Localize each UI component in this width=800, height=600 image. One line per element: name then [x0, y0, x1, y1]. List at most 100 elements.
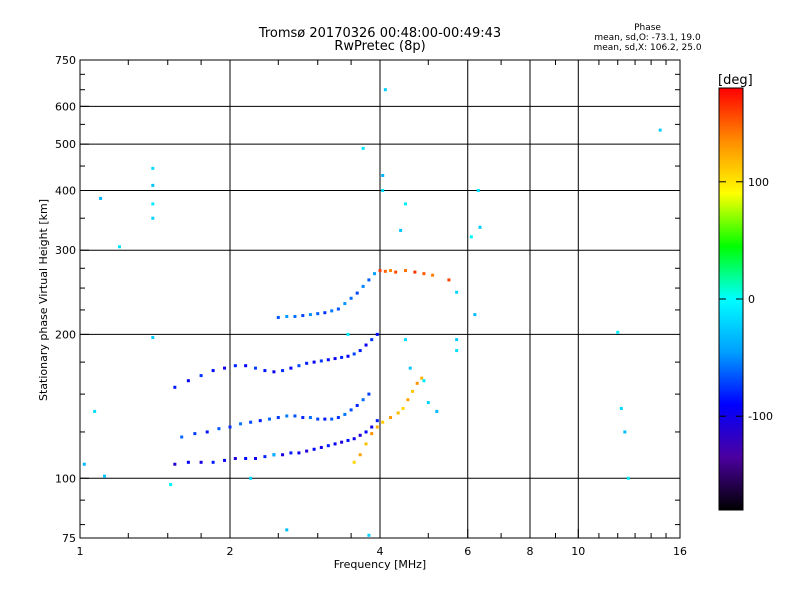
echo-point: [411, 389, 415, 393]
echo-point: [364, 442, 368, 446]
echo-point: [478, 225, 482, 229]
echo-point: [406, 398, 410, 402]
echo-point: [349, 408, 353, 412]
echo-point: [93, 409, 97, 413]
echo-point: [199, 374, 203, 378]
echo-point: [267, 417, 271, 421]
echo-point: [364, 430, 368, 434]
echo-point: [173, 385, 177, 389]
echo-point: [253, 456, 257, 460]
echo-point: [244, 364, 248, 368]
echo-point: [263, 369, 267, 373]
echo-point: [422, 272, 426, 276]
echo-point: [361, 284, 365, 288]
phase-note-o-mode: mean, sd,O: -73.1, 19.0: [594, 33, 701, 43]
echo-point: [323, 311, 327, 315]
echo-point: [340, 355, 344, 359]
echo-point: [367, 533, 371, 537]
echo-point: [305, 361, 309, 365]
echo-point: [312, 360, 316, 364]
echo-point: [312, 447, 316, 451]
x-tick-label: 1: [77, 545, 84, 558]
echo-point: [297, 451, 301, 455]
x-tick-label: 2: [227, 545, 234, 558]
colorbar-tick-label: 0: [748, 293, 755, 306]
echo-point: [352, 437, 356, 441]
echo-point: [336, 416, 340, 420]
echo-point: [319, 359, 323, 363]
echo-point: [199, 460, 203, 464]
echo-point: [378, 269, 382, 273]
echo-points: [82, 88, 662, 537]
y-tick-label: 400: [55, 184, 76, 197]
y-axis-label: Stationary phase Virtual Height [km]: [37, 199, 50, 401]
echo-point: [151, 166, 155, 170]
x-tick-label: 4: [377, 545, 384, 558]
grid-lines: [80, 60, 680, 538]
echo-point: [169, 483, 173, 487]
echo-point: [272, 453, 276, 457]
echo-point: [330, 309, 334, 313]
echo-point: [619, 406, 623, 410]
y-tick-label: 100: [55, 472, 76, 485]
echo-point: [447, 278, 451, 282]
echo-point: [381, 420, 385, 424]
echo-point: [82, 462, 86, 466]
x-axis-label: Frequency [MHz]: [334, 558, 426, 571]
echo-point: [293, 414, 297, 418]
colorbar-label: [deg]: [718, 73, 753, 88]
y-tick-label: 750: [55, 54, 76, 67]
echo-point: [473, 313, 477, 317]
echo-point: [469, 235, 473, 239]
echo-point: [289, 451, 293, 455]
echo-point: [301, 314, 305, 318]
y-tick-label: 75: [62, 532, 76, 545]
echo-point: [626, 476, 630, 480]
echo-point: [239, 422, 243, 426]
echo-point: [285, 414, 289, 418]
echo-point: [381, 188, 385, 192]
echo-point: [223, 366, 227, 370]
echo-point: [455, 290, 459, 294]
echo-point: [394, 270, 398, 274]
echo-point: [349, 296, 353, 300]
colorbar-tick-label: 100: [748, 176, 769, 189]
echo-point: [99, 196, 103, 200]
echo-point: [244, 456, 248, 460]
x-tick-label: 10: [571, 545, 585, 558]
echo-point: [211, 369, 215, 373]
echo-point: [408, 366, 412, 370]
echo-point: [455, 338, 459, 342]
echo-point: [217, 427, 221, 431]
echo-point: [333, 357, 337, 361]
echo-point: [193, 432, 197, 436]
echo-point: [658, 128, 662, 132]
echo-point: [305, 449, 309, 453]
echo-point: [396, 411, 400, 415]
echo-point: [151, 202, 155, 206]
echo-point: [389, 416, 393, 420]
echo-point: [323, 417, 327, 421]
echo-point: [422, 379, 426, 383]
echo-point: [330, 417, 334, 421]
echo-point: [435, 409, 439, 413]
echo-point: [370, 432, 374, 436]
echo-point: [151, 336, 155, 340]
echo-point: [276, 416, 280, 420]
echo-point: [420, 376, 424, 380]
echo-point: [285, 314, 289, 318]
echo-point: [346, 332, 350, 336]
echo-point: [476, 188, 480, 192]
echo-point: [381, 173, 385, 177]
echo-point: [223, 458, 227, 462]
echo-point: [370, 425, 374, 429]
echo-point: [151, 183, 155, 187]
echo-point: [233, 456, 237, 460]
echo-point: [151, 216, 155, 220]
echo-point: [340, 440, 344, 444]
x-tick-label: 6: [464, 545, 471, 558]
y-tick-label: 500: [55, 138, 76, 151]
echo-point: [361, 146, 365, 150]
echo-point: [364, 343, 368, 347]
